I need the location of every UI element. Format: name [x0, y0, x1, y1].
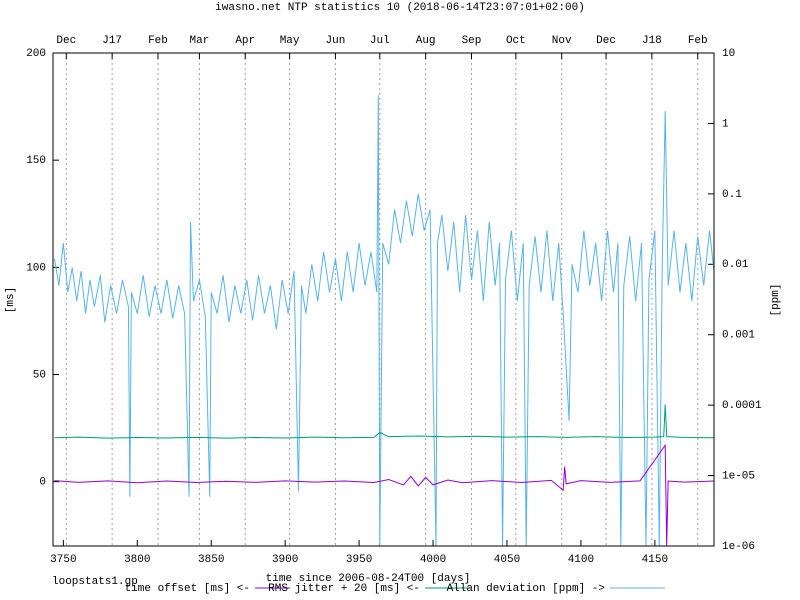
y2-axis-label: [ppm] — [770, 283, 782, 316]
y-tick-label: 100 — [26, 262, 46, 274]
y-tick-label: 150 — [26, 155, 46, 167]
footnote: loopstats1.gp — [52, 576, 138, 588]
y2-tick-label: 1 — [722, 118, 729, 130]
x2-tick-label: J18 — [642, 35, 662, 47]
y-tick-label: 0 — [39, 477, 46, 489]
x2-tick-label: Jun — [326, 35, 346, 47]
x-axis-label: time since 2006-08-24T00 [days] — [266, 573, 471, 585]
x2-tick-label: Mar — [189, 35, 209, 47]
y2-tick-label: 1e-05 — [722, 470, 755, 482]
x-tick-label: 4000 — [420, 554, 446, 566]
y-axis-label: [ms] — [5, 287, 17, 313]
y2-tick-label: 0.1 — [722, 189, 742, 201]
x-tick-label: 3950 — [346, 554, 372, 566]
x-tick-label: 4150 — [642, 554, 668, 566]
x2-tick-label: Dec — [56, 35, 76, 47]
x-tick-label: 4050 — [494, 554, 520, 566]
legend-label: time offset [ms] <- — [125, 583, 250, 595]
y2-tick-label: 1e-06 — [722, 541, 755, 553]
x-tick-label: 3750 — [50, 554, 76, 566]
x2-tick-label: Apr — [235, 35, 255, 47]
x2-tick-label: Jul — [370, 35, 390, 47]
data-line — [54, 404, 714, 439]
x2-tick-label: Oct — [506, 35, 526, 47]
y2-tick-label: 0.01 — [722, 259, 749, 271]
chart-title: iwasno.net NTP statistics 10 (2018-06-14… — [215, 2, 585, 14]
legend-label: Allan deviation [ppm] -> — [447, 583, 605, 595]
x2-tick-label: Feb — [148, 35, 168, 47]
x2-tick-label: Aug — [416, 35, 436, 47]
x2-tick-label: J17 — [102, 35, 122, 47]
legend-label: RMS jitter + 20 [ms] <- — [268, 583, 420, 595]
y-tick-label: 50 — [33, 369, 46, 381]
x-tick-label: 3850 — [198, 554, 224, 566]
data-line — [54, 443, 714, 546]
x-tick-label: 3900 — [272, 554, 298, 566]
plot-frame — [52, 52, 715, 547]
x2-tick-label: Feb — [688, 35, 708, 47]
x2-tick-label: Nov — [552, 35, 572, 47]
x2-tick-label: Dec — [596, 35, 616, 47]
y2-tick-label: 0.001 — [722, 330, 755, 342]
y2-tick-label: 0.0001 — [722, 400, 762, 412]
y2-tick-label: 10 — [722, 48, 735, 60]
data-line — [53, 95, 714, 546]
x2-tick-label: Sep — [462, 35, 482, 47]
y-tick-label: 200 — [26, 48, 46, 60]
x-tick-label: 4100 — [568, 554, 594, 566]
x2-tick-label: May — [280, 35, 300, 47]
x-tick-label: 3800 — [124, 554, 150, 566]
